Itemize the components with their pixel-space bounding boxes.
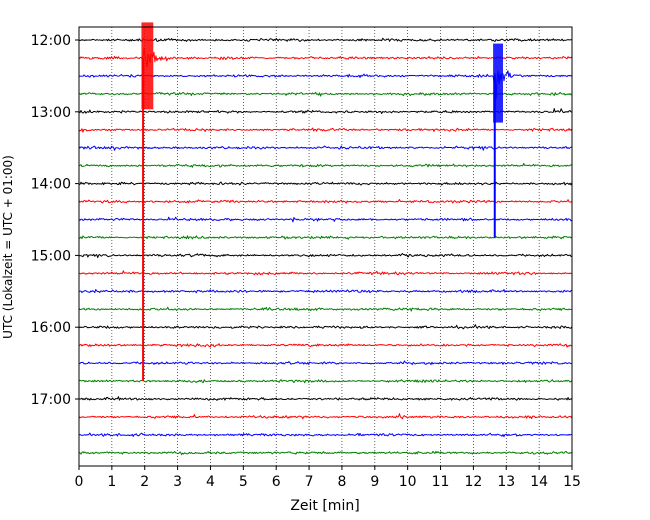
trace-row-14:15: [78, 198, 573, 204]
y-tick-label-13:00: 13:00: [31, 105, 71, 121]
trace-row-15:15: [78, 270, 573, 276]
trace-row-12:45: [78, 91, 573, 97]
trace-row-16:45: [78, 379, 573, 384]
trace-row-13:45: [78, 162, 573, 168]
trace-row-12:00: [78, 37, 573, 42]
x-tick-label-11: 11: [432, 474, 450, 490]
x-tick-label-5: 5: [239, 474, 248, 490]
x-tick-label-14: 14: [530, 474, 548, 490]
trace-row-17:15: [78, 413, 573, 420]
y-tick-label-12:00: 12:00: [31, 33, 71, 49]
y-tick-label-17:00: 17:00: [31, 392, 71, 408]
trace-row-12:15: [78, 47, 573, 68]
trace-row-15:30: [78, 288, 573, 294]
x-tick-label-10: 10: [399, 474, 417, 490]
trace-row-16:00: [78, 324, 573, 330]
trace-row-13:00: [78, 108, 573, 115]
seismic-traces: [78, 22, 573, 456]
x-tick-label-1: 1: [107, 474, 116, 490]
event-burst-0: [141, 22, 154, 110]
x-tick-label-8: 8: [337, 474, 346, 490]
x-tick-label-4: 4: [206, 474, 215, 490]
y-tick-label-15:00: 15:00: [31, 248, 71, 264]
trace-row-16:15: [78, 343, 573, 348]
trace-row-17:00: [78, 396, 573, 401]
grid-lines: [111, 27, 540, 466]
x-tick-label-7: 7: [305, 474, 314, 490]
y-tick-label-14:00: 14:00: [31, 177, 71, 193]
y-axis-ticks: 12:00 13:00 14:00 15:00 16:00 17:00: [31, 33, 79, 408]
trace-row-14:45: [78, 235, 573, 240]
trace-row-13:15: [78, 127, 573, 133]
event-burst-1: [493, 43, 503, 123]
x-axis-ticks: 0 1 2 3 4 5 6 7 8 9 10 11 12 13 14 15: [75, 466, 581, 490]
x-tick-label-6: 6: [272, 474, 281, 490]
trace-row-14:30: [78, 216, 573, 223]
y-tick-label-16:00: 16:00: [31, 320, 71, 336]
x-tick-label-12: 12: [464, 474, 482, 490]
trace-row-16:30: [78, 360, 573, 366]
trace-row-17:30: [78, 432, 573, 438]
x-tick-label-9: 9: [370, 474, 379, 490]
x-tick-label-3: 3: [173, 474, 182, 490]
trace-row-12:30: [78, 70, 573, 100]
plot-frame: [78, 26, 573, 467]
trace-row-13:30: [78, 145, 573, 151]
x-axis-label: Zeit [min]: [290, 498, 359, 514]
trace-row-15:45: [78, 306, 573, 312]
trace-row-15:00: [78, 253, 573, 259]
trace-row-14:00: [78, 181, 573, 186]
x-tick-label-15: 15: [563, 474, 581, 490]
x-tick-label-13: 13: [497, 474, 515, 490]
x-tick-label-0: 0: [75, 474, 84, 490]
x-tick-label-2: 2: [140, 474, 149, 490]
trace-row-17:45: [78, 450, 573, 456]
y-axis-label: UTC (Lokalzeit = UTC + 01:00): [1, 155, 15, 339]
